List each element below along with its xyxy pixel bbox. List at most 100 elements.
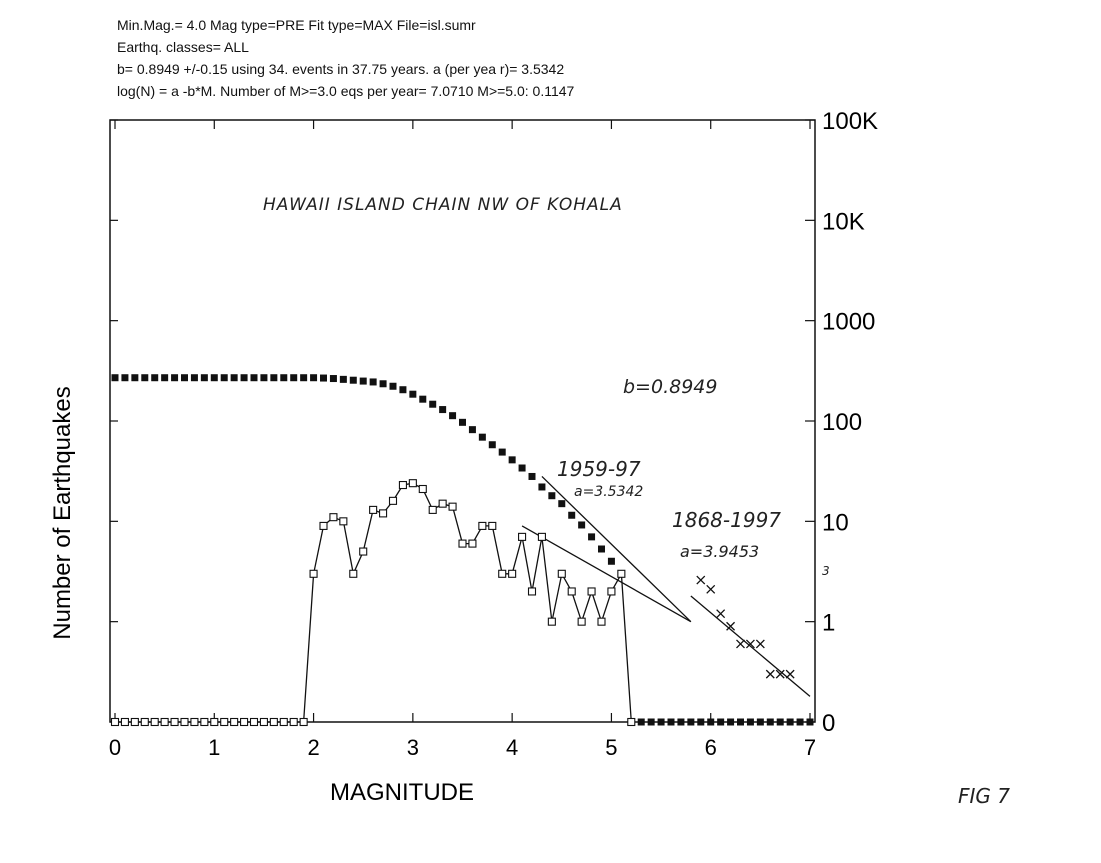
figure-label: FIG 7 bbox=[958, 784, 1010, 808]
cumulative-point bbox=[488, 441, 496, 449]
cumulative-point bbox=[677, 718, 685, 726]
x-tick-label: 5 bbox=[605, 735, 617, 760]
cumulative-point bbox=[558, 500, 566, 508]
incremental-point bbox=[110, 717, 120, 727]
cumulative-point bbox=[290, 374, 298, 382]
y-tick-label: 1 bbox=[822, 610, 835, 637]
cumulative-point bbox=[766, 718, 774, 726]
incremental-point bbox=[160, 717, 169, 727]
cumulative-point bbox=[538, 483, 546, 491]
incremental-point bbox=[388, 496, 398, 505]
cumulative-point bbox=[329, 375, 337, 383]
chart-header: Min.Mag.= 4.0 Mag type=PRE Fit type=MAX … bbox=[117, 14, 817, 102]
historic-point bbox=[696, 575, 706, 585]
cumulative-point bbox=[637, 718, 645, 726]
incremental-point bbox=[567, 587, 576, 596]
cumulative-point bbox=[508, 456, 516, 464]
cumulative-point bbox=[568, 511, 576, 519]
incremental-point bbox=[408, 479, 417, 488]
cumulative-point bbox=[300, 374, 308, 382]
cumulative-point bbox=[449, 412, 457, 420]
cumulative-point bbox=[518, 464, 526, 472]
incremental-point bbox=[180, 717, 189, 727]
cumulative-point bbox=[320, 374, 327, 382]
cumulative-point bbox=[806, 718, 814, 726]
incremental-point bbox=[200, 717, 209, 727]
cumulative-point bbox=[459, 418, 466, 426]
cumulative-point bbox=[746, 718, 754, 726]
incremental-point bbox=[210, 717, 219, 727]
marks bbox=[110, 374, 814, 727]
incremental-point bbox=[289, 717, 298, 727]
cumulative-point bbox=[796, 718, 804, 726]
cumulative-point bbox=[131, 374, 139, 382]
incremental-point bbox=[418, 484, 427, 494]
fit-line bbox=[690, 595, 811, 697]
fit-line bbox=[541, 476, 692, 623]
cumulative-point bbox=[717, 718, 725, 726]
cumulative-point bbox=[478, 433, 486, 441]
cumulative-point bbox=[607, 557, 615, 565]
cumulative-point bbox=[727, 718, 735, 726]
y-axis-label: Number of Earthquakes bbox=[49, 386, 76, 639]
y-tick-label: 10 bbox=[822, 509, 849, 536]
historic-point bbox=[765, 669, 775, 679]
b-value-annotation: b=0.8949 bbox=[623, 376, 717, 398]
incremental-point bbox=[240, 717, 249, 727]
incremental-point bbox=[587, 587, 596, 596]
cumulative-point bbox=[389, 382, 397, 390]
cumulative-point bbox=[687, 718, 695, 726]
incremental-point bbox=[379, 509, 388, 518]
x-tick-label: 6 bbox=[705, 735, 717, 760]
x-tick-label: 2 bbox=[307, 735, 319, 760]
cumulative-point bbox=[707, 718, 715, 726]
cumulative-point bbox=[250, 374, 258, 382]
cumulative-point bbox=[171, 374, 179, 382]
cumulative-point bbox=[121, 374, 129, 382]
incremental-point bbox=[150, 717, 159, 727]
cumulative-point bbox=[399, 386, 407, 394]
cumulative-point bbox=[369, 378, 377, 386]
incremental-point bbox=[269, 717, 278, 727]
cumulative-point bbox=[548, 492, 556, 500]
cumulative-point bbox=[230, 374, 238, 382]
cumulative-point bbox=[240, 374, 248, 382]
x-tick-label: 3 bbox=[407, 735, 419, 760]
historic-point bbox=[716, 609, 726, 619]
cumulative-point bbox=[359, 377, 367, 385]
y-tick-label: 100K bbox=[822, 108, 878, 135]
incremental-point bbox=[508, 569, 517, 578]
cumulative-point bbox=[220, 374, 228, 382]
incremental-series-line bbox=[115, 482, 632, 723]
incremental-point bbox=[339, 517, 348, 526]
y-tick-label: 100 bbox=[822, 409, 862, 436]
cumulative-point bbox=[151, 374, 159, 382]
incremental-point bbox=[438, 499, 447, 508]
incremental-point bbox=[607, 587, 616, 596]
incremental-point bbox=[488, 521, 497, 530]
historic-point bbox=[755, 639, 765, 649]
header-line-4: log(N) = a -b*M. Number of M>=3.0 eqs pe… bbox=[117, 83, 575, 99]
incremental-point bbox=[369, 505, 378, 514]
y-tick-label: 10K bbox=[822, 208, 865, 235]
incremental-point bbox=[230, 717, 239, 727]
x-tick-label: 1 bbox=[208, 735, 220, 760]
historic-point bbox=[775, 669, 785, 679]
cumulative-point bbox=[280, 374, 288, 382]
cumulative-point bbox=[786, 718, 794, 726]
region-annotation: HAWAII ISLAND CHAIN NW OF KOHALA bbox=[263, 195, 623, 215]
cumulative-point bbox=[598, 545, 605, 553]
cumulative-point bbox=[528, 472, 536, 480]
incremental-point bbox=[319, 521, 328, 530]
cumulative-point bbox=[578, 521, 586, 529]
incremental-point bbox=[537, 532, 546, 541]
cumulative-point bbox=[756, 718, 764, 726]
historic-point bbox=[785, 669, 795, 679]
incremental-point bbox=[617, 569, 626, 578]
incremental-point bbox=[170, 717, 179, 727]
period-1959-annotation: 1959-97 bbox=[557, 457, 641, 481]
incremental-point bbox=[329, 513, 338, 522]
incremental-point bbox=[498, 569, 507, 578]
